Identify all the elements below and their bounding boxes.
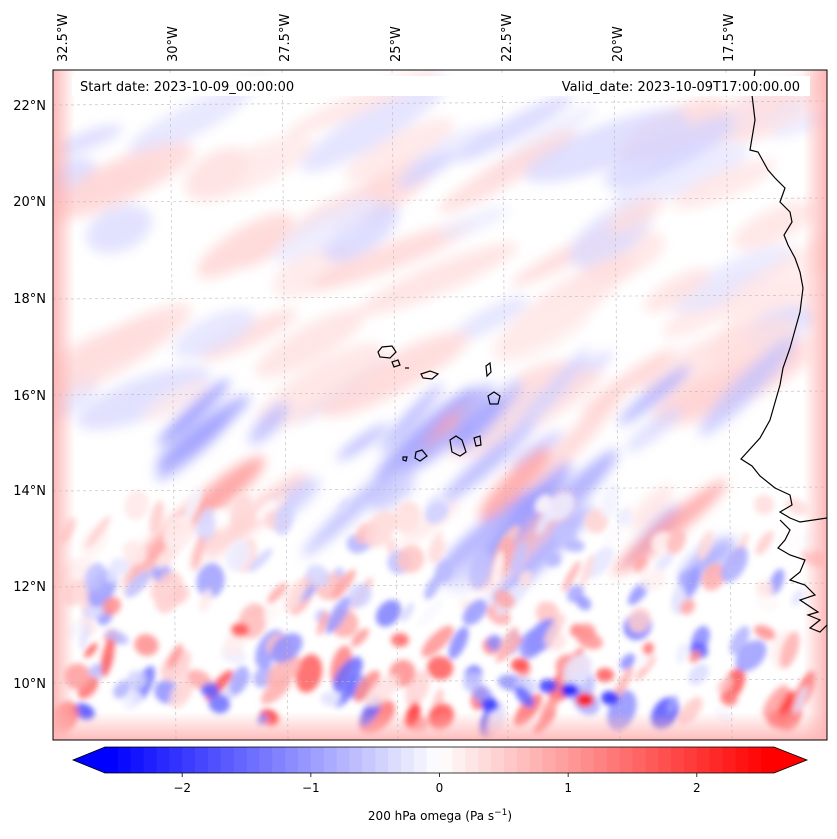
colorbar-swatch [503,747,518,773]
longitude-labels: 32.5°W 30°W 27.5°W 25°W 22.5°W 20°W 17.5°W [56,14,737,62]
africa-coastline [740,70,827,633]
colorbar-swatch [490,747,505,773]
colorbar-swatch [207,747,222,773]
colorbar-tick-label: −2 [173,781,191,795]
colorbar-swatch [478,747,492,773]
lat-label: 16°N [13,389,46,404]
colorbar-extend-max [774,747,807,773]
colorbar-tick-label: 0 [436,781,444,795]
colorbar-swatch [696,747,711,773]
colorbar-swatch [761,747,775,773]
colorbar-swatch [375,747,389,773]
colorbar-swatch [246,747,260,773]
lat-label: 18°N [13,292,46,307]
colorbar-swatch [555,747,569,773]
lat-label: 22°N [13,99,46,114]
colorbar-title: 200 hPa omega (Pa s−1) [368,808,512,823]
colorbar: −2 −1 0 1 2 200 hPa omega (Pa s−1) [71,746,809,823]
colorbar-tick-label: 1 [564,781,572,795]
colorbar-swatch [671,747,685,773]
map-gridlines [53,70,827,740]
colorbar-swatch [632,747,646,773]
lon-label: 20°W [611,26,626,62]
colorbar-swatch [169,747,183,773]
colorbar-swatch [722,747,737,773]
lat-label: 14°N [13,484,46,499]
colorbar-swatch [195,747,209,773]
colorbar-swatch [619,747,634,773]
colorbar-swatch [413,747,428,773]
colorbar-swatch [606,747,621,773]
lat-label: 12°N [13,580,46,595]
lat-label: 10°N [13,677,46,692]
colorbar-extend-min [73,747,105,773]
lon-label: 32.5°W [56,14,71,62]
colorbar-swatch [439,747,453,773]
colorbar-swatch [220,747,235,773]
colorbar-swatch [105,747,119,773]
colorbar-tick-label: 2 [693,781,701,795]
colorbar-swatch [336,747,351,773]
colorbar-swatch [156,747,170,773]
lat-label: 20°N [13,195,46,210]
lon-label: 22.5°W [500,14,515,62]
lon-label: 25°W [389,26,404,62]
colorbar-swatch [568,747,582,773]
valid-date-label: Valid_date: 2023-10-09T17:00:00.00 [562,80,800,95]
cape-verde-islands [377,345,501,462]
colorbar-swatch [542,747,556,773]
colorbar-swatch [426,747,441,773]
colorbar-swatch [233,747,248,773]
lon-label: 17.5°W [722,14,737,62]
colorbar-swatch [182,747,196,773]
colorbar-swatch [117,747,132,773]
colorbar-swatch [516,747,531,773]
colorbar-swatch [593,747,608,773]
colorbar-swatch [285,747,299,773]
colorbar-swatch [465,747,479,773]
colorbar-swatch [645,747,659,773]
lon-label: 30°W [166,26,181,62]
colorbar-swatch [452,747,466,773]
colorbar-swatch [349,747,363,773]
colorbar-swatch [388,747,402,773]
colorbar-tick-label: −1 [302,781,320,795]
latitude-labels: 22°N 20°N 18°N 16°N 14°N 12°N 10°N [13,99,46,692]
colorbar-swatch [658,747,672,773]
colorbar-swatch [310,747,325,773]
omega-field [53,70,827,740]
colorbar-swatch [130,747,145,773]
colorbar-swatch [581,747,595,773]
start-date-label: Start date: 2023-10-09_00:00:00 [80,80,294,95]
colorbar-swatch [400,747,415,773]
colorbar-swatch [362,747,376,773]
map-frame [52,69,828,741]
colorbar-swatch [143,747,158,773]
colorbar-swatch [748,747,762,773]
colorbar-swatch [272,747,286,773]
colorbar-swatch [709,747,724,773]
colorbar-swatch [529,747,544,773]
colorbar-swatch [735,747,749,773]
colorbar-swatch [683,747,698,773]
colorbar-swatch [323,747,338,773]
colorbar-swatch [259,747,273,773]
date-label-bar [72,76,810,96]
colorbar-swatch [297,747,312,773]
lon-label: 27.5°W [278,14,293,62]
